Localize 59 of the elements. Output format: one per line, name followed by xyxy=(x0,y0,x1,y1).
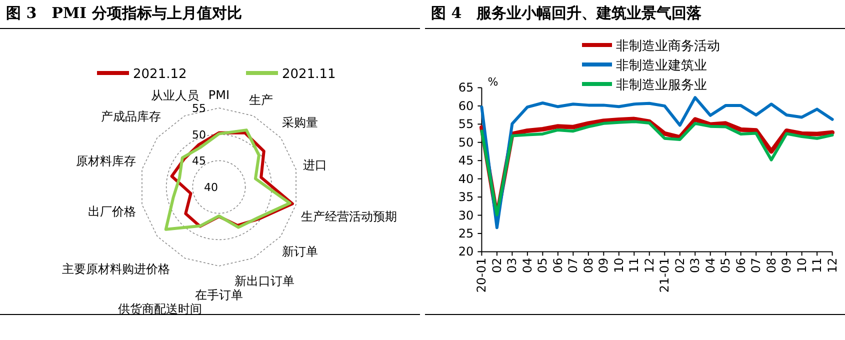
x-tick-label: 21-01 xyxy=(658,258,672,293)
y-tick-label: 40 xyxy=(204,181,218,194)
spoke-label: 主要原材料购进价格 xyxy=(62,262,170,276)
y-tick-label: 35 xyxy=(458,190,474,204)
legend-label: 2021.11 xyxy=(282,67,336,82)
x-tick-label: 11 xyxy=(627,258,642,273)
legend-label: 非制造业建筑业 xyxy=(616,58,707,74)
y-tick-label: 20 xyxy=(458,244,474,259)
y-tick-label: 55 xyxy=(458,117,474,132)
y-tick-label: 25 xyxy=(458,226,474,240)
spoke-label: 在手订单 xyxy=(195,288,243,302)
x-tick-label: 06 xyxy=(734,258,748,273)
spoke-label: 出厂价格 xyxy=(88,204,136,218)
y-tick-label: 55 xyxy=(192,102,206,115)
x-tick-label: 05 xyxy=(536,258,550,273)
spoke-label: 新订单 xyxy=(282,244,318,258)
spoke-label: 从业人员 xyxy=(150,88,199,102)
x-tick-label: 07 xyxy=(566,258,580,273)
y-tick-label: 45 xyxy=(458,154,474,168)
x-tick-label: 10 xyxy=(794,258,809,273)
x-tick-label: 05 xyxy=(718,258,733,273)
spoke-label: 进口 xyxy=(302,158,327,172)
x-tick-label: 03 xyxy=(505,258,520,273)
x-tick-label: 08 xyxy=(581,258,596,273)
spoke-label: 新出口订单 xyxy=(234,274,294,288)
x-tick-label: 02 xyxy=(490,258,504,273)
y-tick-label: 65 xyxy=(458,80,474,95)
spoke-label: 采购量 xyxy=(282,116,318,130)
legend-label: 非制造业商务活动 xyxy=(616,39,720,54)
chart-title: 图 3 PMI 分项指标与上月值对比 xyxy=(6,4,242,23)
x-tick-label: 20-01 xyxy=(474,258,489,293)
y-tick-label: 30 xyxy=(458,208,474,222)
x-tick-label: 12 xyxy=(642,258,656,273)
y-tick-label: 50 xyxy=(192,128,206,142)
y-tick-label: 45 xyxy=(192,154,206,168)
spoke-label: 产成品库存 xyxy=(100,110,161,124)
x-tick-label: 06 xyxy=(550,258,565,273)
spoke-label: 生产经营活动预期 xyxy=(301,210,398,224)
x-tick-label: 07 xyxy=(749,258,764,273)
legend-label: 非制造业服务业 xyxy=(616,78,707,93)
y-tick-label: 50 xyxy=(458,135,474,150)
x-tick-label: 12 xyxy=(825,258,840,273)
y-tick-label: 60 xyxy=(458,98,474,113)
chart-title: 图 4 服务业小幅回升、建筑业景气回落 xyxy=(431,4,702,23)
legend-label: 2021.12 xyxy=(133,67,187,82)
spoke-label: 生产 xyxy=(248,93,273,108)
y-tick-label: 40 xyxy=(458,172,474,186)
x-tick-label: 03 xyxy=(688,258,702,273)
y-axis-title: % xyxy=(488,76,498,89)
x-tick-label: 09 xyxy=(596,258,611,273)
x-tick-label: 04 xyxy=(520,258,534,273)
x-tick-label: 10 xyxy=(612,258,626,273)
x-tick-label: 02 xyxy=(672,258,687,273)
spoke-label: 原材料库存 xyxy=(76,154,136,168)
spoke-label: PMI xyxy=(208,88,230,102)
x-tick-label: 04 xyxy=(703,258,718,273)
x-tick-label: 08 xyxy=(764,258,778,273)
x-tick-label: 09 xyxy=(780,258,794,273)
x-tick-label: 11 xyxy=(810,258,824,273)
